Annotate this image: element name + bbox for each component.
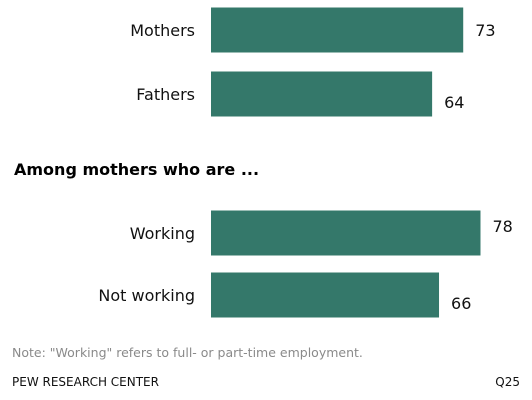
question-reference: Q25 [495, 375, 520, 389]
category-label-fathers: Fathers [136, 85, 195, 104]
bar-not-working [211, 272, 440, 318]
chart-note: Note: "Working" refers to full- or part-… [12, 345, 363, 360]
value-label-fathers: 64 [444, 93, 464, 112]
value-label-working: 78 [492, 217, 512, 236]
value-label-mothers: 73 [475, 21, 495, 40]
bar-fathers [211, 71, 433, 117]
category-label-working: Working [130, 224, 195, 243]
section-title: Among mothers who are ... [14, 160, 260, 179]
category-label-not-working: Not working [98, 286, 195, 305]
source-label: PEW RESEARCH CENTER [12, 375, 159, 389]
bar-working [211, 210, 481, 256]
category-label-mothers: Mothers [130, 21, 195, 40]
value-label-not-working: 66 [451, 294, 471, 313]
bar-mothers [211, 7, 464, 53]
